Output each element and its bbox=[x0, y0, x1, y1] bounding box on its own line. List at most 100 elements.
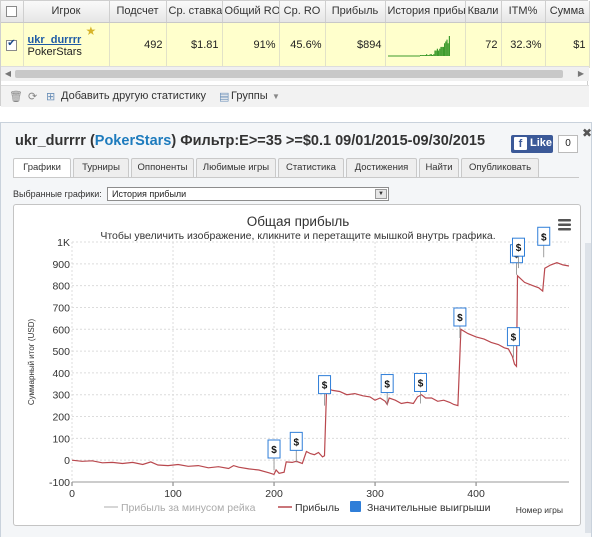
big-win-marker: $ bbox=[380, 374, 394, 405]
chart-title: Общая прибыль bbox=[247, 214, 350, 229]
x-tick-label: 400 bbox=[467, 488, 485, 500]
horizontal-scrollbar[interactable]: ◀ ▶ bbox=[1, 66, 589, 81]
profit-series-line bbox=[71, 262, 570, 476]
sparkline-bar bbox=[431, 54, 433, 56]
scroll-right-icon[interactable]: ▶ bbox=[577, 69, 585, 78]
sum-cell: $1 bbox=[545, 22, 590, 68]
sparkline-bar bbox=[419, 54, 421, 56]
add-stats-icon[interactable]: ⊞ bbox=[46, 91, 56, 103]
tab-charts[interactable]: Графики bbox=[13, 158, 71, 177]
table-row[interactable]: ★ ukr_durrrr PokerStars 492 $1.81 91% 45… bbox=[1, 22, 590, 68]
player-panel: ukr_durrrr (PokerStars) Фильтр:E>=35 >=$… bbox=[0, 122, 592, 537]
dollar-icon: $ bbox=[418, 378, 424, 389]
sparkline-bar bbox=[425, 53, 427, 56]
groups-icon[interactable]: ▤ bbox=[219, 91, 230, 103]
big-win-flag bbox=[537, 226, 551, 246]
sparkline-bar bbox=[426, 54, 428, 56]
x-tick-label: 200 bbox=[265, 488, 283, 500]
big-win-marker: $ bbox=[511, 237, 525, 269]
dollar-icon: $ bbox=[293, 437, 299, 448]
title-filter: Фильтр:E>=35 >=$0.1 09/01/2015-09/30/201… bbox=[180, 133, 486, 149]
tab-achievements[interactable]: Достижения bbox=[346, 158, 417, 177]
column-header[interactable]: ITM% bbox=[501, 1, 546, 23]
column-header[interactable]: Сумма bbox=[545, 1, 590, 23]
row-checkbox[interactable] bbox=[6, 38, 18, 51]
dollar-icon: $ bbox=[457, 313, 463, 324]
chevron-down-icon[interactable]: ▼ bbox=[272, 92, 280, 101]
player-site: PokerStars bbox=[27, 46, 82, 58]
sparkline-bar bbox=[441, 46, 443, 56]
profit-cell: $894 bbox=[325, 22, 386, 68]
big-win-flag bbox=[414, 372, 428, 392]
big-win-marker: $ bbox=[506, 327, 520, 358]
avg-roi-cell: 45.6% bbox=[279, 22, 326, 68]
select-all-checkbox[interactable] bbox=[6, 5, 18, 17]
tab-publish[interactable]: Опубликовать bbox=[461, 158, 539, 177]
player-cell[interactable]: ★ ukr_durrrr PokerStars bbox=[23, 22, 110, 68]
tab-tournaments[interactable]: Турниры bbox=[73, 158, 129, 177]
scrollbar-thumb[interactable] bbox=[15, 70, 563, 78]
y-tick-label: 700 bbox=[52, 302, 70, 314]
big-win-flag bbox=[289, 431, 303, 451]
menu-icon bbox=[558, 228, 571, 231]
column-header[interactable]: Общий RO bbox=[222, 1, 280, 23]
stats-toolbar: 🗑 ⟳ ⊞ Добавить другую статистику ▤ Групп… bbox=[1, 85, 589, 107]
sparkline-bar bbox=[430, 53, 432, 56]
profit-chart[interactable]: Общая прибыль Чтобы увеличить изображение… bbox=[13, 204, 581, 526]
sparkline-bar bbox=[432, 53, 434, 56]
facebook-like-button[interactable]: f Like bbox=[511, 135, 553, 153]
big-win-marker: $ bbox=[318, 375, 332, 406]
panel-scrollbar[interactable] bbox=[585, 243, 591, 533]
groups-button[interactable]: Группы bbox=[231, 90, 268, 102]
tab-favorite-games[interactable]: Любимые игры bbox=[196, 158, 276, 177]
y-tick-label: 800 bbox=[52, 281, 70, 293]
y-tick-label: 500 bbox=[52, 346, 70, 358]
close-icon[interactable]: ✖ bbox=[582, 126, 593, 140]
tab-statistics[interactable]: Статистика bbox=[278, 158, 344, 177]
avg-stake-cell: $1.81 bbox=[166, 22, 223, 68]
big-win-marker: $ bbox=[267, 439, 281, 470]
sparkline-bar bbox=[421, 54, 424, 56]
column-header[interactable]: Ср. ставка bbox=[166, 1, 223, 23]
row-checkbox-cell[interactable] bbox=[1, 22, 24, 68]
x-tick-label: 0 bbox=[69, 488, 75, 500]
tab-search[interactable]: Найти bbox=[419, 158, 459, 177]
column-header[interactable]: Игрок bbox=[23, 1, 110, 23]
column-header[interactable]: Прибыль bbox=[325, 1, 386, 23]
chevron-down-icon[interactable]: ▼ bbox=[375, 189, 387, 199]
facebook-like-count: 0 bbox=[558, 135, 578, 153]
column-header[interactable]: История прибы bbox=[385, 1, 466, 23]
qualified-cell: 72 bbox=[465, 22, 502, 68]
refresh-icon[interactable]: ⟳ bbox=[28, 91, 38, 103]
y-tick-label: 600 bbox=[52, 324, 70, 336]
add-stats-button[interactable]: Добавить другую статистику bbox=[61, 90, 206, 102]
scroll-left-icon[interactable]: ◀ bbox=[4, 69, 12, 78]
menu-icon bbox=[558, 219, 571, 222]
sparkline-bar bbox=[427, 54, 430, 56]
dollar-icon: $ bbox=[511, 333, 517, 344]
dollar-icon: $ bbox=[271, 445, 277, 456]
column-header[interactable]: Подсчет bbox=[109, 1, 167, 23]
column-header[interactable]: Квали bbox=[465, 1, 502, 23]
y-tick-label: 300 bbox=[52, 390, 70, 402]
y-tick-label: 100 bbox=[52, 433, 70, 445]
tab-opponents[interactable]: Оппоненты bbox=[131, 158, 194, 177]
select-all-header[interactable] bbox=[1, 1, 24, 23]
trash-icon[interactable]: 🗑 bbox=[9, 91, 23, 103]
player-name-link[interactable]: ukr_durrrr bbox=[27, 34, 82, 46]
big-win-flag bbox=[380, 374, 394, 394]
legend-profit-label: Прибыль bbox=[295, 502, 340, 514]
sparkline-bar bbox=[433, 50, 436, 56]
sparkline-bar bbox=[448, 35, 450, 56]
star-icon[interactable]: ★ bbox=[85, 23, 97, 38]
sparkline-bar bbox=[445, 39, 448, 56]
chart-select[interactable]: История прибыли ▼ bbox=[107, 187, 389, 201]
sparkline-bar bbox=[420, 54, 422, 56]
y-tick-label: 900 bbox=[52, 259, 70, 271]
title-site[interactable]: PokerStars bbox=[94, 133, 172, 149]
column-header[interactable]: Ср. RO bbox=[279, 1, 326, 23]
facebook-icon: f bbox=[514, 137, 527, 150]
legend-bigwin-label: Значительные выигрыши bbox=[367, 502, 491, 514]
dollar-icon: $ bbox=[516, 243, 522, 254]
